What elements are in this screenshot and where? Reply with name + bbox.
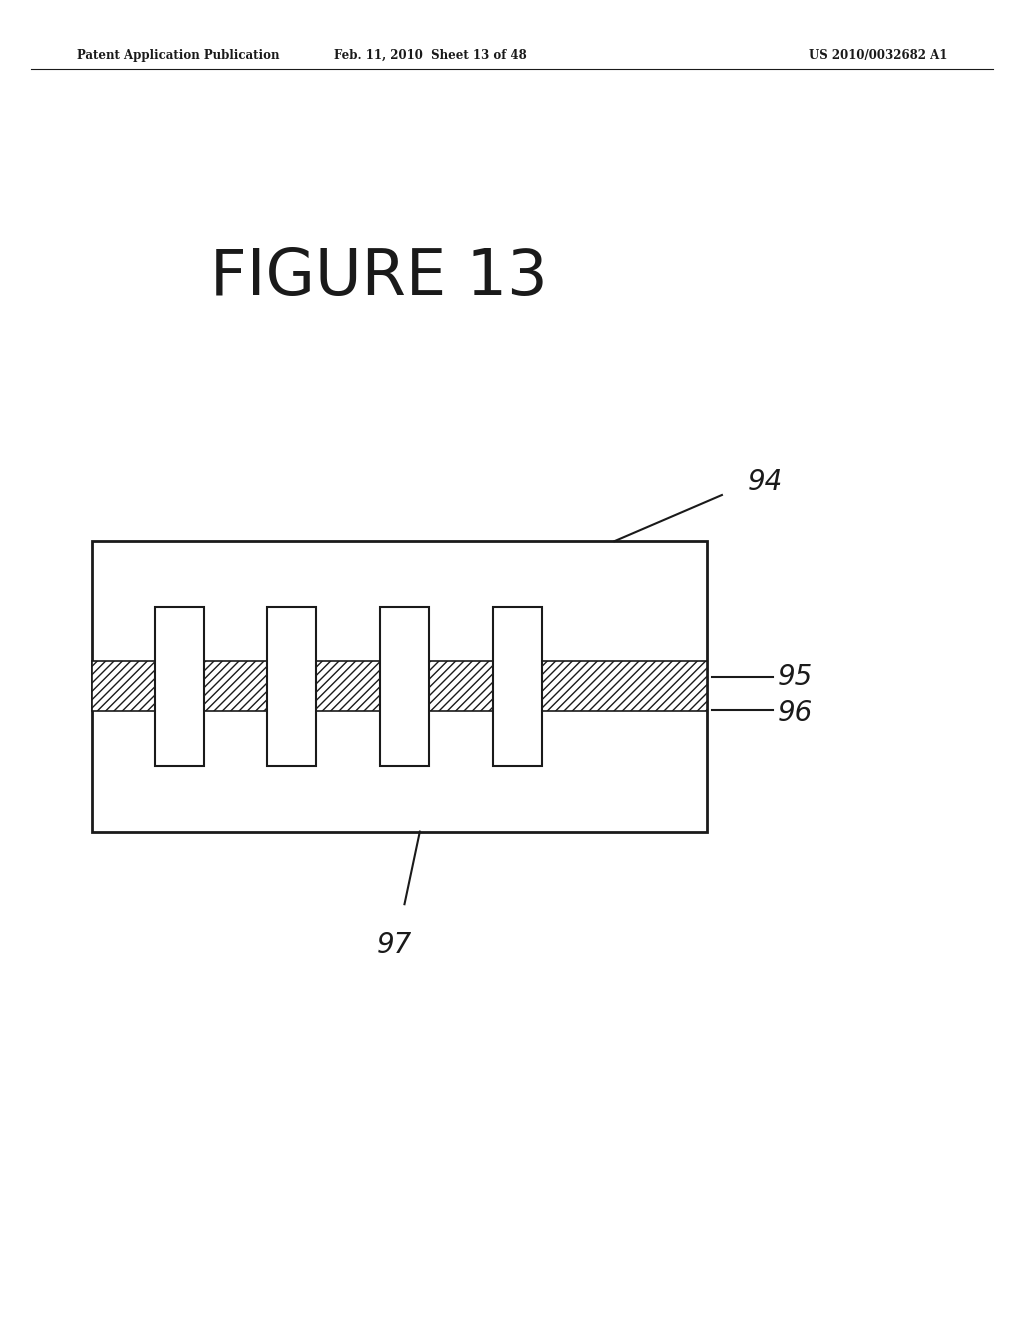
Text: 95: 95 xyxy=(778,663,813,692)
Bar xyxy=(92,541,707,832)
Text: US 2010/0032682 A1: US 2010/0032682 A1 xyxy=(809,49,947,62)
Text: 97: 97 xyxy=(377,931,412,958)
Bar xyxy=(267,607,316,766)
Text: FIGURE 13: FIGURE 13 xyxy=(210,247,548,308)
Text: Feb. 11, 2010  Sheet 13 of 48: Feb. 11, 2010 Sheet 13 of 48 xyxy=(334,49,526,62)
Text: 94: 94 xyxy=(748,467,782,496)
Text: 96: 96 xyxy=(778,698,813,727)
Bar xyxy=(380,607,429,766)
Bar xyxy=(155,607,204,766)
Text: Patent Application Publication: Patent Application Publication xyxy=(77,49,280,62)
Bar xyxy=(493,607,542,766)
Bar xyxy=(92,661,707,711)
